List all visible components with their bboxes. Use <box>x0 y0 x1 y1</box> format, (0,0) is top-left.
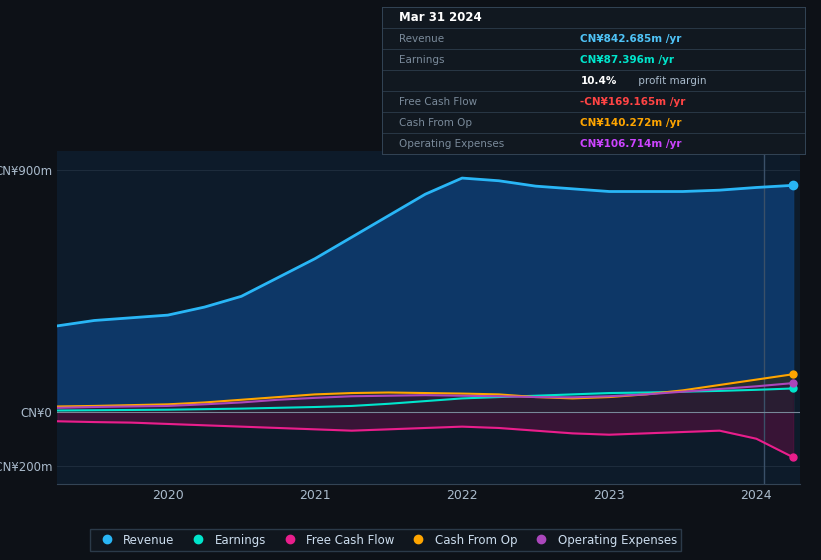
Legend: Revenue, Earnings, Free Cash Flow, Cash From Op, Operating Expenses: Revenue, Earnings, Free Cash Flow, Cash … <box>90 529 681 551</box>
Text: Cash From Op: Cash From Op <box>399 118 472 128</box>
Text: Revenue: Revenue <box>399 34 444 44</box>
Text: Operating Expenses: Operating Expenses <box>399 138 504 148</box>
Text: CN¥87.396m /yr: CN¥87.396m /yr <box>580 55 675 64</box>
Text: -CN¥169.165m /yr: -CN¥169.165m /yr <box>580 96 686 106</box>
Text: Free Cash Flow: Free Cash Flow <box>399 96 477 106</box>
Text: 10.4%: 10.4% <box>580 76 617 86</box>
Text: CN¥106.714m /yr: CN¥106.714m /yr <box>580 138 682 148</box>
Text: CN¥842.685m /yr: CN¥842.685m /yr <box>580 34 682 44</box>
Text: Mar 31 2024: Mar 31 2024 <box>399 11 481 24</box>
Text: Earnings: Earnings <box>399 55 444 64</box>
Text: CN¥140.272m /yr: CN¥140.272m /yr <box>580 118 682 128</box>
Text: profit margin: profit margin <box>635 76 707 86</box>
